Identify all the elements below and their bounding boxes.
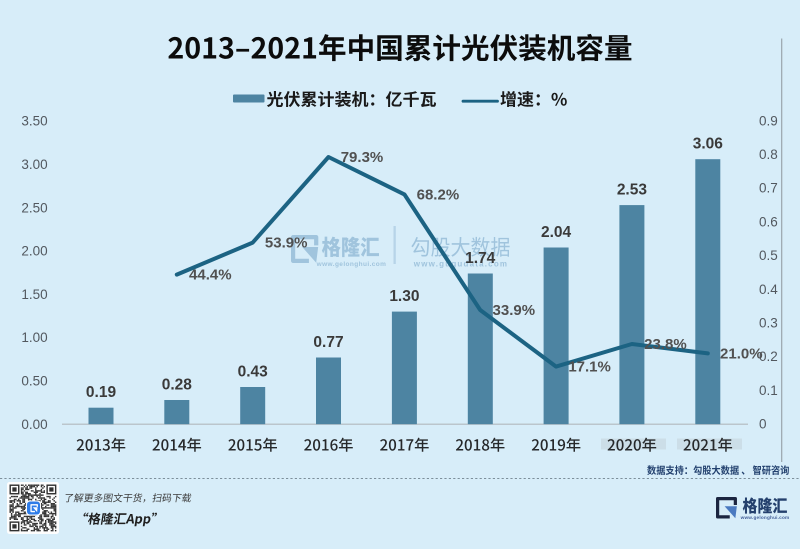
svg-text:53.9%: 53.9% xyxy=(265,235,308,252)
svg-text:1.00: 1.00 xyxy=(21,330,47,345)
svg-text:68.2%: 68.2% xyxy=(417,186,460,203)
svg-text:www.gelonghui.com: www.gelonghui.com xyxy=(316,261,387,268)
svg-text:0.5: 0.5 xyxy=(759,248,778,263)
svg-text:0.2: 0.2 xyxy=(759,349,778,364)
svg-text:2.00: 2.00 xyxy=(21,244,47,259)
svg-text:www.gugudata.com: www.gugudata.com xyxy=(413,260,508,269)
svg-text:0.3: 0.3 xyxy=(759,316,778,331)
svg-text:0.9: 0.9 xyxy=(759,113,778,128)
svg-text:33.9%: 33.9% xyxy=(493,302,536,319)
svg-text:0.7: 0.7 xyxy=(759,181,778,196)
svg-text:0.1: 0.1 xyxy=(759,383,778,398)
svg-text:www.gelonghui.com: www.gelonghui.com xyxy=(740,515,790,520)
svg-text:2.04: 2.04 xyxy=(541,224,572,241)
svg-text:0.6: 0.6 xyxy=(759,214,778,229)
svg-text:0: 0 xyxy=(759,417,767,432)
svg-text:0.43: 0.43 xyxy=(238,364,269,381)
svg-text:2.53: 2.53 xyxy=(617,182,648,199)
svg-text:1.50: 1.50 xyxy=(21,287,47,302)
svg-text:0.4: 0.4 xyxy=(759,282,778,297)
svg-text:0.19: 0.19 xyxy=(86,384,117,401)
svg-text:0.00: 0.00 xyxy=(21,417,47,432)
svg-text:0.77: 0.77 xyxy=(313,334,343,351)
svg-text:3.50: 3.50 xyxy=(21,114,47,129)
svg-text:23.8%: 23.8% xyxy=(644,336,687,353)
svg-text:1.74: 1.74 xyxy=(465,250,496,267)
svg-text:0.50: 0.50 xyxy=(21,374,47,389)
svg-text:0.28: 0.28 xyxy=(162,377,193,394)
svg-text:79.3%: 79.3% xyxy=(341,149,384,166)
svg-text:21.0%: 21.0% xyxy=(720,345,763,362)
svg-text:3.06: 3.06 xyxy=(693,136,724,153)
svg-text:2.50: 2.50 xyxy=(21,200,47,215)
svg-text:3.00: 3.00 xyxy=(21,157,47,172)
svg-text:1.30: 1.30 xyxy=(389,288,419,305)
svg-text:0.8: 0.8 xyxy=(759,147,778,162)
svg-text:17.1%: 17.1% xyxy=(568,359,611,376)
svg-text:44.4%: 44.4% xyxy=(189,267,232,284)
